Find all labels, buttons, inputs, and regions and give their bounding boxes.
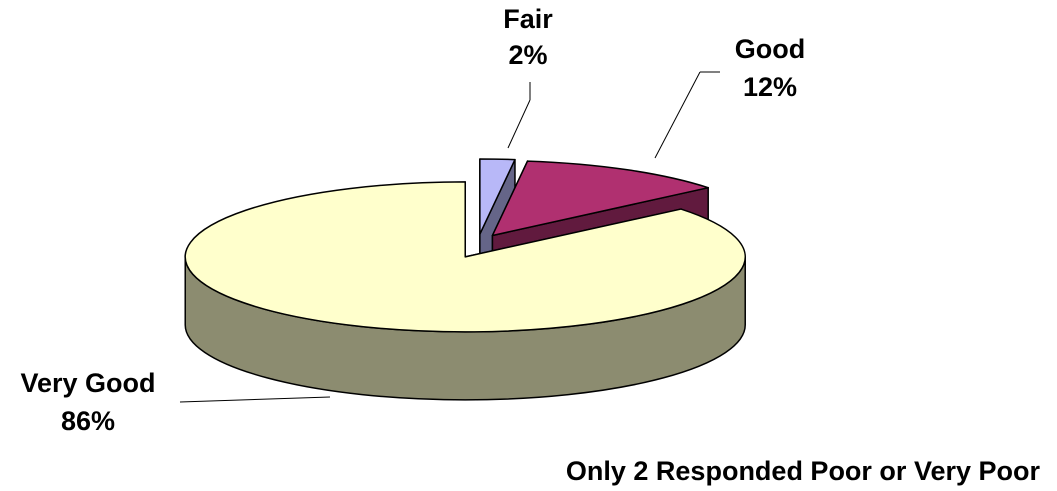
leader-line — [507, 99, 531, 149]
slice-label: Very Good — [20, 368, 155, 398]
slice-label: Good — [735, 34, 805, 64]
slice-label: Fair — [503, 4, 553, 34]
leader-line — [654, 71, 701, 159]
annotation: Only 2 Responded Poor or Very Poor — [566, 456, 1041, 486]
slice-value-label: 86% — [61, 406, 115, 436]
slice — [479, 158, 516, 235]
slice — [491, 160, 709, 237]
slice-value-label: 2% — [508, 40, 547, 70]
slice — [184, 181, 746, 333]
slice-value-label: 12% — [743, 72, 797, 102]
leader-line — [179, 396, 331, 403]
